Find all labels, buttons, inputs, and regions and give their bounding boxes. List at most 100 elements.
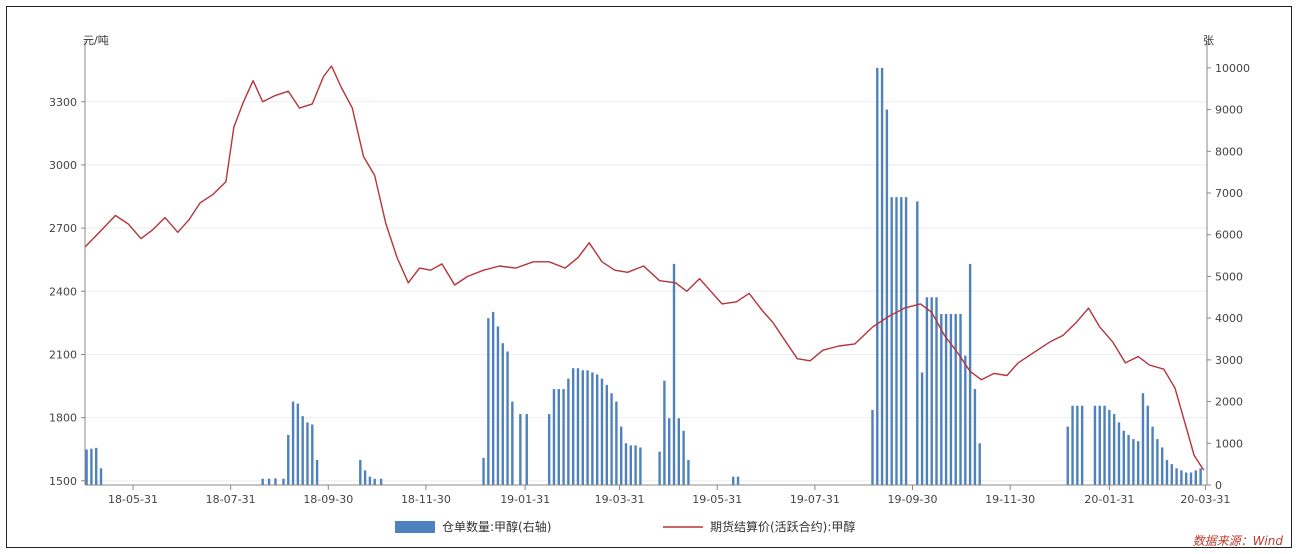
bar bbox=[1127, 434, 1130, 485]
bar bbox=[1199, 468, 1202, 485]
bar bbox=[1098, 405, 1101, 485]
left-tick-label: 1800 bbox=[49, 412, 77, 425]
x-tick-label: 19-09-30 bbox=[888, 493, 938, 506]
bar bbox=[935, 297, 938, 485]
left-tick-label: 2400 bbox=[49, 285, 77, 298]
bar bbox=[567, 378, 570, 485]
bar bbox=[1156, 439, 1159, 485]
bar bbox=[296, 403, 300, 485]
x-tick-label: 19-03-31 bbox=[595, 493, 645, 506]
bar bbox=[954, 313, 957, 485]
bar bbox=[576, 368, 580, 485]
legend-bar-swatch bbox=[395, 521, 435, 533]
right-tick-label: 10000 bbox=[1215, 62, 1250, 75]
bar bbox=[1189, 472, 1193, 485]
x-tick-label: 19-01-31 bbox=[500, 493, 550, 506]
bar bbox=[274, 478, 277, 485]
line-series bbox=[84, 65, 1205, 471]
bar bbox=[547, 414, 551, 485]
axes: 1500 1800 2100 2400 2700 3000 3300 0 1000 2000 300… bbox=[49, 41, 1250, 506]
bar bbox=[591, 372, 594, 485]
bar bbox=[595, 374, 599, 485]
right-tick-label: 8000 bbox=[1215, 145, 1243, 158]
right-tick-label: 5000 bbox=[1215, 270, 1243, 283]
bar bbox=[581, 370, 584, 485]
bar bbox=[267, 478, 271, 485]
source-note: 数据来源：Wind bbox=[1193, 534, 1284, 548]
bar bbox=[1160, 447, 1164, 485]
bar bbox=[306, 422, 309, 485]
bar bbox=[968, 263, 972, 485]
bar bbox=[736, 476, 740, 485]
bar bbox=[615, 401, 618, 485]
legend-bar-label: 仓单数量:甲醇(右轴) bbox=[442, 519, 551, 534]
bar bbox=[871, 409, 874, 485]
left-tick-label: 3000 bbox=[49, 159, 77, 172]
bar bbox=[1180, 470, 1183, 485]
bar bbox=[1122, 430, 1125, 485]
x-tick-label: 19-11-30 bbox=[985, 493, 1035, 506]
bar bbox=[973, 389, 977, 485]
bar bbox=[311, 424, 314, 485]
bar bbox=[291, 401, 295, 485]
bar bbox=[978, 443, 981, 485]
bar bbox=[904, 197, 908, 485]
right-tick-label: 9000 bbox=[1215, 104, 1243, 117]
legend-line-label: 期货结算价(活跃合约):甲醇 bbox=[710, 519, 855, 534]
right-tick-label: 0 bbox=[1215, 479, 1222, 492]
left-tick-label: 3300 bbox=[49, 96, 77, 109]
bar bbox=[586, 370, 589, 485]
bar bbox=[1151, 426, 1154, 485]
bar bbox=[732, 476, 735, 485]
bar bbox=[1080, 405, 1084, 485]
right-tick-label: 1000 bbox=[1215, 437, 1243, 450]
bar bbox=[1194, 470, 1197, 485]
bar bbox=[658, 451, 661, 485]
legend: 仓单数量:甲醇(右轴) 期货结算价(活跃合约):甲醇 bbox=[395, 519, 855, 534]
bar bbox=[287, 434, 290, 485]
bar bbox=[501, 343, 504, 485]
bar bbox=[920, 372, 924, 485]
bar bbox=[1136, 441, 1140, 485]
bar bbox=[1146, 405, 1149, 485]
bar bbox=[363, 470, 367, 485]
left-tick-label: 1500 bbox=[49, 475, 77, 488]
bar bbox=[562, 389, 565, 485]
bar bbox=[610, 393, 613, 485]
bar bbox=[491, 311, 495, 485]
price-line bbox=[84, 65, 1205, 471]
bar bbox=[359, 459, 362, 485]
bar bbox=[876, 67, 879, 485]
bar bbox=[634, 445, 637, 485]
bar bbox=[315, 459, 319, 485]
bar bbox=[1112, 414, 1116, 485]
bar bbox=[261, 478, 264, 485]
bar bbox=[672, 263, 676, 485]
left-tick-label: 2700 bbox=[49, 222, 77, 235]
bar bbox=[964, 355, 967, 485]
bar bbox=[600, 378, 604, 485]
bar bbox=[99, 468, 103, 485]
left-tick-label: 2100 bbox=[49, 348, 77, 361]
bar bbox=[880, 67, 884, 485]
bar bbox=[1141, 393, 1145, 485]
bar bbox=[687, 459, 690, 485]
bar bbox=[885, 109, 889, 486]
bar bbox=[301, 416, 304, 485]
bar bbox=[487, 318, 490, 485]
bar bbox=[925, 297, 929, 485]
right-axis-unit: 张 bbox=[1203, 34, 1214, 47]
bar bbox=[668, 418, 671, 485]
bar bbox=[663, 380, 666, 485]
bar bbox=[1071, 405, 1074, 485]
bar bbox=[682, 430, 685, 485]
right-tick-label: 6000 bbox=[1215, 229, 1243, 242]
bar bbox=[639, 447, 642, 485]
bar bbox=[1066, 426, 1069, 485]
bar bbox=[605, 384, 608, 485]
bar bbox=[890, 197, 893, 485]
bar bbox=[1103, 405, 1106, 485]
bar bbox=[949, 313, 953, 485]
right-tick-label: 7000 bbox=[1215, 187, 1243, 200]
bar bbox=[552, 389, 556, 485]
